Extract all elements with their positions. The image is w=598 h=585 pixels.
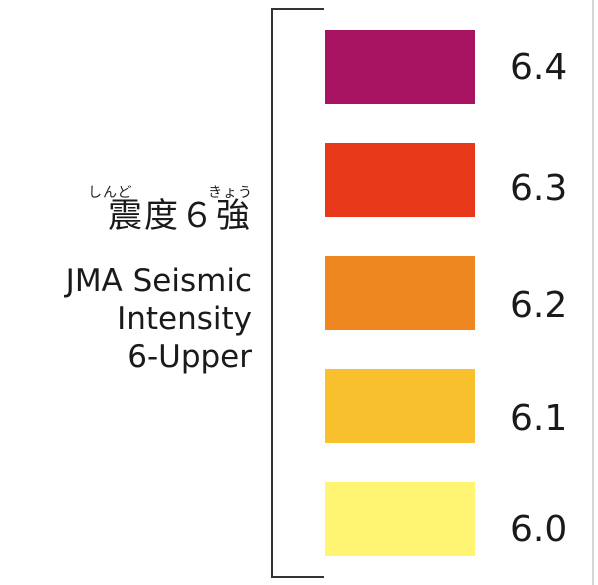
english-title-line-2: Intensity xyxy=(117,301,252,337)
intensity-label-block: しんど きょう 震度６強 JMA Seismic Intensity 6-Upp… xyxy=(0,0,270,585)
scale-row: 6.1 xyxy=(0,369,598,449)
english-title-line-1: JMA Seismic xyxy=(65,263,252,299)
kanji-intensity-title: 震度６強 xyxy=(108,196,252,236)
scale-row: 6.3 xyxy=(0,143,598,223)
scale-value: 6.3 xyxy=(510,168,568,209)
scale-value: 6.2 xyxy=(510,285,568,326)
swatch-6-2 xyxy=(325,256,475,330)
ruby-line: しんど きょう xyxy=(0,182,254,201)
scale-row: 6.2 xyxy=(0,256,598,336)
scale-value: 6.4 xyxy=(510,47,568,88)
english-title-line-3: 6-Upper xyxy=(127,339,252,375)
scale-value: 6.1 xyxy=(510,398,568,439)
scale-value: 6.0 xyxy=(510,509,568,550)
swatch-6-0 xyxy=(325,482,475,556)
ruby-shindo: しんど xyxy=(88,185,133,201)
swatch-6-1 xyxy=(325,369,475,443)
english-intensity-title: JMA Seismic Intensity 6-Upper xyxy=(66,262,252,376)
swatch-6-3 xyxy=(325,143,475,217)
swatch-6-4 xyxy=(325,30,475,104)
scale-row: 6.0 xyxy=(0,482,598,562)
ruby-kyou: きょう xyxy=(208,185,253,201)
scale-row: 6.4 xyxy=(0,30,598,110)
edge-line xyxy=(592,0,594,585)
